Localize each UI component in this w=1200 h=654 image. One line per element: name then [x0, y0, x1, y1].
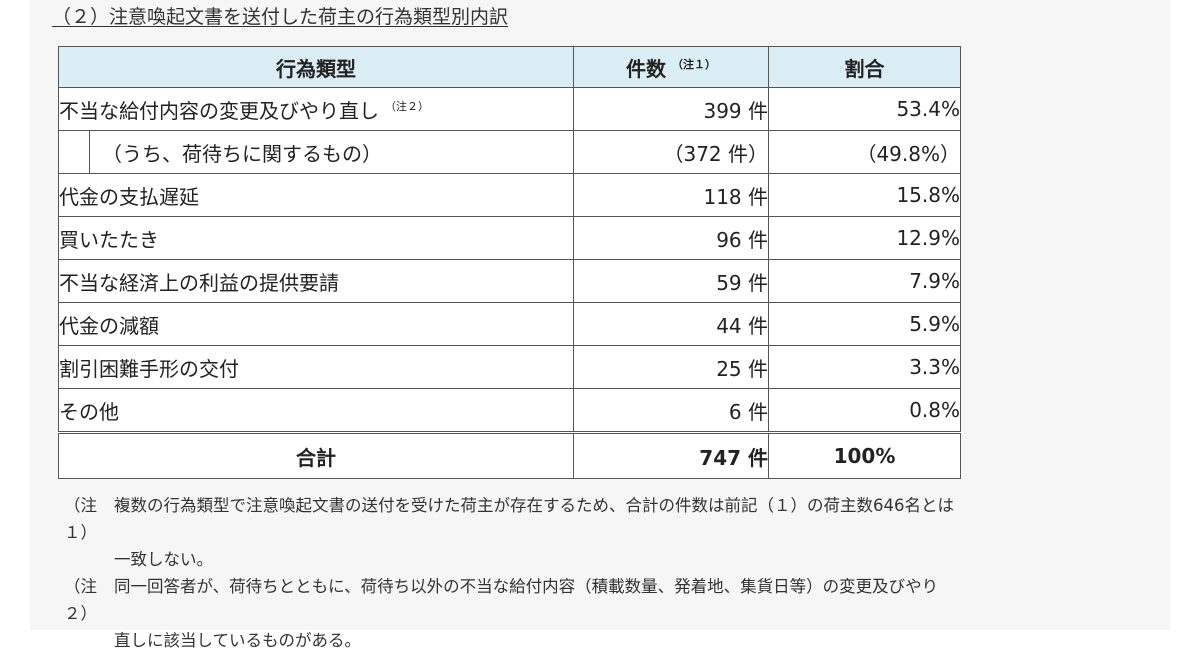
- table-row-sub: （うち、荷待ちに関するもの） （372 件） （49.8%）: [58, 130, 961, 174]
- header-category: 行為類型: [58, 46, 574, 88]
- row-count: 6 件: [573, 388, 769, 433]
- row-label: （うち、荷待ちに関するもの）: [58, 130, 574, 174]
- table-row: その他 6 件 0.8%: [58, 388, 961, 433]
- table-row: 代金の減額 44 件 5.9%: [58, 302, 961, 346]
- table-row: 割引困難手形の交付 25 件 3.3%: [58, 345, 961, 389]
- section-heading: （２）注意喚起文書を送付した荷主の行為類型別内訳: [52, 6, 509, 28]
- footnote-1-continuation: 一致しない。: [114, 550, 213, 569]
- row-ratio: 7.9%: [768, 259, 961, 303]
- sub-row-label: （うち、荷待ちに関するもの）: [102, 141, 382, 166]
- row-label: その他: [58, 388, 574, 433]
- footnote-text: 複数の行為類型で注意喚起文書の送付を受けた荷主が存在するため、合計の件数は前記（…: [114, 496, 954, 515]
- row-label: 買いたたき: [58, 216, 574, 260]
- header-count: 件数 （注１）: [573, 46, 769, 88]
- row-ratio: 0.8%: [768, 388, 961, 433]
- row-count: 118 件: [573, 173, 769, 217]
- row-ratio: 12.9%: [768, 216, 961, 260]
- table-row: 不当な経済上の利益の提供要請 59 件 7.9%: [58, 259, 961, 303]
- header-count-note: （注１）: [672, 57, 716, 71]
- footnote-tag: （注１）: [64, 496, 97, 542]
- breakdown-table: 行為類型 件数 （注１） 割合 不当な給付内容の変更及びやり直し （注２） 399 …: [58, 46, 961, 479]
- footnote-2-continuation: 直しに該当しているものがある。: [114, 631, 362, 650]
- row-label: 代金の減額: [58, 302, 574, 346]
- row-note: （注２）: [385, 99, 429, 113]
- row-label: 割引困難手形の交付: [58, 345, 574, 389]
- row-count: 59 件: [573, 259, 769, 303]
- row-label: 不当な給付内容の変更及びやり直し （注２）: [58, 87, 574, 131]
- row-count: （372 件）: [573, 130, 769, 174]
- total-ratio: 100%: [768, 431, 961, 479]
- row-count: 96 件: [573, 216, 769, 260]
- row-count: 399 件: [573, 87, 769, 131]
- row-count: 25 件: [573, 345, 769, 389]
- total-count: 747 件: [573, 431, 769, 479]
- row-count: 44 件: [573, 302, 769, 346]
- indent-cell: [59, 131, 90, 173]
- table-row: 代金の支払遅延 118 件 15.8%: [58, 173, 961, 217]
- row-ratio: 15.8%: [768, 173, 961, 217]
- table-row: 不当な給付内容の変更及びやり直し （注２） 399 件 53.4%: [58, 87, 961, 131]
- footnote-1: （注１） 複数の行為類型で注意喚起文書の送付を受けた荷主が存在するため、合計の件…: [64, 492, 954, 546]
- row-ratio: 5.9%: [768, 302, 961, 346]
- footnote-text: 同一回答者が、荷待ちとともに、荷待ち以外の不当な給付内容（積載数量、発着地、集貨…: [114, 577, 939, 596]
- header-ratio: 割合: [768, 46, 961, 88]
- footnote-tag: （注２）: [64, 577, 97, 623]
- footnotes: （注１） 複数の行為類型で注意喚起文書の送付を受けた荷主が存在するため、合計の件…: [64, 492, 954, 654]
- row-ratio: 53.4%: [768, 87, 961, 131]
- row-ratio: 3.3%: [768, 345, 961, 389]
- row-label: 代金の支払遅延: [58, 173, 574, 217]
- total-label: 合計: [58, 431, 574, 479]
- row-label: 不当な経済上の利益の提供要請: [58, 259, 574, 303]
- table-header-row: 行為類型 件数 （注１） 割合: [58, 46, 961, 88]
- table-row: 買いたたき 96 件 12.9%: [58, 216, 961, 260]
- table-total-row: 合計 747 件 100%: [58, 431, 961, 479]
- row-ratio: （49.8%）: [768, 130, 961, 174]
- footnote-2: （注２） 同一回答者が、荷待ちとともに、荷待ち以外の不当な給付内容（積載数量、発…: [64, 573, 954, 627]
